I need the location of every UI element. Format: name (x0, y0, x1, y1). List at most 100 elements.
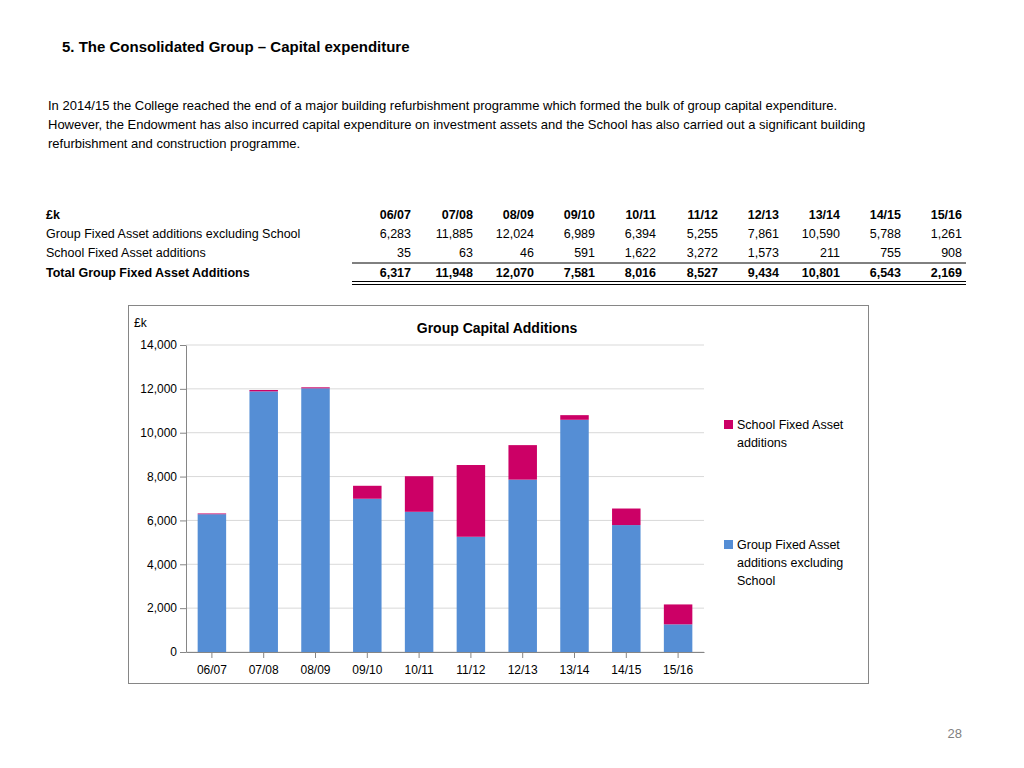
bar (405, 476, 433, 512)
table-column-header: 09/10 (564, 208, 595, 222)
table-cell: 591 (574, 246, 595, 260)
grid-line (186, 345, 704, 346)
x-tick-label: 09/10 (352, 663, 382, 677)
table-cell: 6,394 (625, 227, 656, 241)
table-column-header: 06/07 (380, 208, 411, 222)
table-column-header: 08/09 (503, 208, 534, 222)
bar (508, 445, 536, 479)
bar (508, 480, 536, 652)
y-tick-mark (180, 477, 186, 478)
table-cell: 12,070 (496, 266, 534, 280)
x-tick-label: 10/11 (405, 663, 434, 677)
table-cell: 5,255 (687, 227, 718, 241)
y-tick: 8,000 (147, 470, 186, 484)
table-row-label: School Fixed Asset additions (46, 246, 206, 260)
table-cell: 2,169 (931, 266, 962, 280)
bar (457, 465, 485, 537)
table-column-header: 14/15 (870, 208, 901, 222)
y-tick-mark (180, 652, 186, 653)
x-axis: 06/07 07/08 08/09 09/10 10/11 11/12 12/13 13/14… (187, 652, 705, 677)
y-tick-label: 0 (170, 645, 177, 659)
bar (301, 388, 329, 652)
legend-swatch (724, 540, 733, 549)
table-column-header: 15/16 (931, 208, 962, 222)
table: £k06/0707/0808/0909/1010/1111/1212/1313/… (46, 208, 966, 285)
table-cell: 8,016 (625, 266, 656, 280)
table-cell: 7,861 (748, 227, 779, 241)
table-cell: 12,024 (496, 227, 534, 241)
table-cell: 6,317 (380, 266, 411, 280)
y-tick-label: 2,000 (147, 601, 177, 615)
x-tick: 13/14 (559, 652, 589, 677)
y-tick: 2,000 (147, 601, 186, 615)
x-tick: 08/09 (300, 652, 330, 677)
legend-swatch (724, 420, 733, 429)
table-cell: 1,573 (748, 246, 779, 260)
bar (301, 387, 329, 388)
y-tick-mark (180, 564, 186, 565)
x-tick-mark (522, 652, 523, 658)
bar (353, 486, 381, 499)
legend-label: Group Fixed Assetadditions excludingScho… (737, 538, 843, 588)
table-row-label: Group Fixed Asset additions excluding Sc… (46, 227, 300, 241)
bar (198, 514, 226, 652)
table-cell: 35 (397, 246, 411, 260)
table-rule (352, 263, 966, 264)
y-tick: 14,000 (140, 338, 186, 352)
y-tick-mark (180, 608, 186, 609)
y-tick: 10,000 (140, 426, 186, 440)
page-number: 28 (948, 726, 962, 741)
y-tick: 0 (170, 645, 186, 659)
x-tick: 11/12 (456, 652, 485, 677)
grid (186, 345, 704, 652)
y-tick: 12,000 (140, 382, 186, 396)
y-tick: 4,000 (147, 558, 186, 572)
x-tick-label: 07/08 (249, 663, 279, 677)
x-tick: 12/13 (508, 652, 538, 677)
x-tick-label: 15/16 (663, 663, 693, 677)
table-row-label: Total Group Fixed Asset Additions (46, 266, 250, 280)
bar (198, 513, 226, 515)
grid-line (186, 388, 704, 389)
x-tick-label: 06/07 (197, 663, 227, 677)
table-cell: 755 (880, 246, 901, 260)
y-tick-label: 6,000 (147, 514, 177, 528)
table-cell: 10,801 (802, 266, 840, 280)
y-tick-label: 14,000 (140, 338, 177, 352)
x-tick: 06/07 (197, 652, 227, 677)
x-tick-mark (470, 652, 471, 658)
bar (560, 420, 588, 652)
paragraph-line: In 2014/15 the College reached the end o… (48, 98, 837, 113)
bar (353, 499, 381, 652)
y-tick-mark (180, 433, 186, 434)
y-tick-label: 10,000 (140, 426, 177, 440)
y-tick-mark (180, 345, 186, 346)
table-column-header: 07/08 (442, 208, 473, 222)
table-cell: 46 (520, 246, 534, 260)
bar (612, 525, 640, 652)
y-tick-mark (180, 520, 186, 521)
table-cell: 908 (941, 246, 962, 260)
bar (457, 537, 485, 652)
x-tick-label: 14/15 (611, 663, 641, 677)
y-tick-label: 12,000 (140, 382, 177, 396)
page: 5. The Consolidated Group – Capital expe… (0, 0, 1024, 768)
table-rule (352, 284, 966, 285)
x-tick-mark (211, 652, 212, 658)
table-cell: 1,261 (931, 227, 962, 241)
x-tick-label: 08/09 (300, 663, 330, 677)
y-tick-mark (180, 389, 186, 390)
x-tick-mark (574, 652, 575, 658)
paragraph-line: However, the Endowment has also incurred… (48, 117, 865, 132)
table-cell: 6,283 (380, 227, 411, 241)
x-tick-label: 11/12 (456, 663, 485, 677)
table-cell: 11,885 (436, 227, 473, 241)
table-cell: 11,948 (435, 266, 473, 280)
table-cell: 6,989 (564, 227, 595, 241)
table-cell: 3,272 (687, 246, 718, 260)
table-cell: 10,590 (802, 227, 840, 241)
table-rule (352, 281, 966, 282)
y-axis-title: £k (134, 316, 148, 330)
x-tick-label: 12/13 (508, 663, 538, 677)
bars (198, 387, 693, 652)
